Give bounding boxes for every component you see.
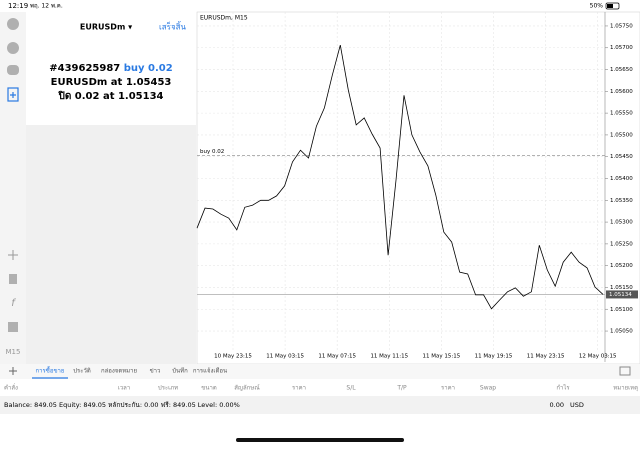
column-header: กำไร <box>556 384 570 392</box>
trade-icon-plus <box>10 92 16 98</box>
tab-bar <box>0 364 640 379</box>
candles-icon[interactable] <box>9 274 17 284</box>
y-tick-label: 1.05150 <box>610 285 633 291</box>
timeframe[interactable]: M15 <box>6 348 21 356</box>
y-tick-label: 1.05700 <box>610 45 633 51</box>
column-header: ขนาด <box>201 385 217 392</box>
x-tick-label: 11 May 15:15 <box>423 354 461 360</box>
tab[interactable]: การซื้อขาย <box>36 365 65 375</box>
column-header: ราคา <box>292 385 306 392</box>
tab[interactable]: ข่าว <box>150 368 161 375</box>
status-time: 12:19 <box>8 2 28 10</box>
open-text: EURUSDm at <box>51 77 123 88</box>
column-header: เวลา <box>118 385 130 392</box>
y-tick-label: 1.05600 <box>610 89 633 95</box>
tab[interactable]: การแจ้งเตือน <box>193 367 227 375</box>
close-price: 1.05134 <box>118 91 164 102</box>
y-tick-label: 1.05550 <box>610 111 633 117</box>
x-tick-label: 11 May 11:15 <box>370 354 408 360</box>
column-header: ประเภท <box>158 385 178 392</box>
y-tick-label: 1.05500 <box>610 132 633 138</box>
price-chart[interactable]: EURUSDm, M15 1.05050 1.05100 1.05150 1.0520… <box>196 11 640 365</box>
tab[interactable]: บันทึก <box>172 368 188 375</box>
y-tick-label: 1.05100 <box>610 307 633 313</box>
y-tick-label: 1.05750 <box>610 23 633 29</box>
y-tick-label: 1.05400 <box>610 176 633 182</box>
open-price: 1.05453 <box>126 77 172 88</box>
side-toolbar <box>0 12 26 364</box>
done-button[interactable]: เสร็จสิ้น <box>159 21 186 32</box>
summary: Balance: 849.05 Equity: 849.05 หลักประกั… <box>4 401 240 409</box>
y-tick-label: 1.05650 <box>610 67 633 73</box>
ticket: #439625987 <box>49 63 120 74</box>
battery-icon <box>605 2 620 10</box>
bid-label: 1.05134 <box>609 292 632 298</box>
trade-icon[interactable] <box>7 87 19 102</box>
indicator-icon[interactable]: f <box>11 298 16 309</box>
status-date: พฤ. 12 พ.ค. <box>30 3 63 10</box>
y-tick-label: 1.05300 <box>610 220 633 226</box>
close-text: ปิด 0.02 at <box>58 90 115 102</box>
column-header: ราคา <box>441 385 455 392</box>
order-side: buy 0.02 <box>124 63 173 74</box>
currency: USD <box>570 401 584 409</box>
y-tick-label: 1.05050 <box>610 329 633 335</box>
table-header <box>0 379 640 396</box>
order-ticket: #439625987 buy 0.02 <box>49 63 172 74</box>
tab[interactable]: ประวัติ <box>73 368 91 375</box>
chart-area <box>196 11 640 365</box>
status-battery: 50% <box>590 3 604 10</box>
order-open: EURUSDm at 1.05453 <box>51 77 172 88</box>
order-line-label: buy 0.02 <box>200 149 224 155</box>
y-tick-label: 1.05350 <box>610 198 633 204</box>
order-close: ปิด 0.02 at 1.05134 <box>58 90 164 102</box>
account-icon[interactable] <box>7 18 19 30</box>
x-tick-label: 11 May 23:15 <box>527 354 565 360</box>
tab[interactable]: กล่องจดหมาย <box>101 368 137 375</box>
column-header: หมายเหตุ <box>613 385 638 392</box>
chart-title: EURUSDm, M15 <box>200 15 248 22</box>
order-panel <box>26 12 196 125</box>
y-tick-label: 1.05200 <box>610 263 633 269</box>
layout-button[interactable] <box>619 366 631 376</box>
add-button[interactable] <box>9 367 17 375</box>
quotes-icon[interactable] <box>7 42 19 54</box>
y-tick-label: 1.05450 <box>610 154 633 160</box>
column-header: สัญลักษณ์ <box>234 384 260 392</box>
chat-icon[interactable] <box>7 65 19 75</box>
x-tick-label: 11 May 19:15 <box>475 354 513 360</box>
x-tick-label: 10 May 23:15 <box>214 354 252 360</box>
column-header: Swap <box>480 385 496 392</box>
bid-label-bg <box>606 290 638 299</box>
profit: 0.00 <box>550 401 564 409</box>
battery-level <box>607 4 613 8</box>
x-tick-label: 11 May 07:15 <box>318 354 356 360</box>
price-line <box>196 44 604 310</box>
objects-icon[interactable] <box>8 322 18 332</box>
y-tick-label: 1.05250 <box>610 241 633 247</box>
x-tick-label: 11 May 03:15 <box>266 354 304 360</box>
column-header: S/L <box>346 385 356 392</box>
summary-row <box>0 396 640 414</box>
x-tick-label: 12 May 03:15 <box>579 354 617 360</box>
crosshair-icon[interactable] <box>8 250 18 260</box>
symbol-selector[interactable]: EURUSDm ▾ <box>80 23 132 32</box>
column-header: T/P <box>396 385 407 392</box>
column-header: คำสั่ง <box>4 384 18 392</box>
home-indicator <box>236 438 404 442</box>
panel-empty <box>26 125 196 364</box>
